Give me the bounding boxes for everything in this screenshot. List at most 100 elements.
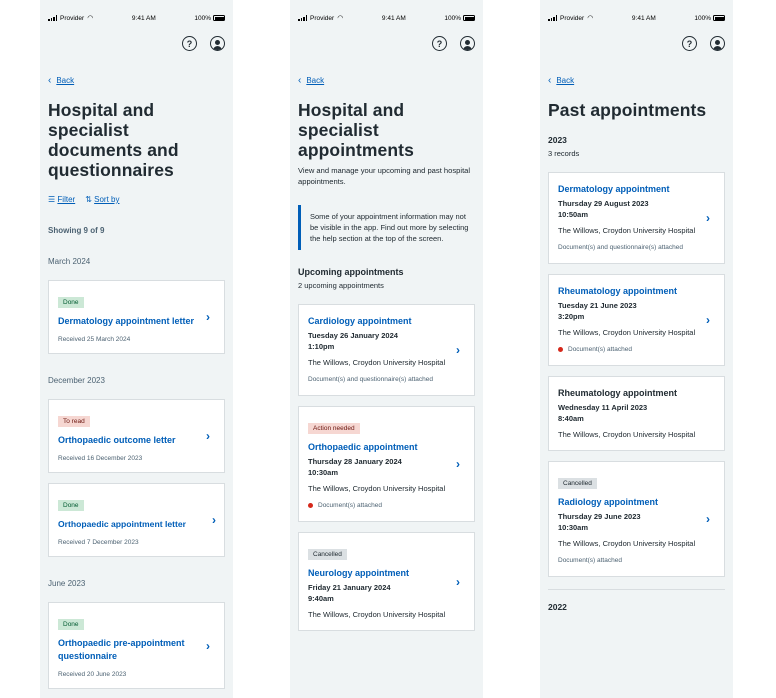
chevron-right-icon: › bbox=[206, 638, 210, 653]
status-badge: Cancelled bbox=[558, 478, 597, 489]
appointment-title: Neurology appointment bbox=[308, 568, 409, 578]
documents-screen: Provider ◠ 9:41 AM 100% ? ‹ Back Hospita… bbox=[40, 0, 233, 698]
inset-text: Some of your appointment information may… bbox=[298, 205, 475, 250]
appointment-title: Rheumatology appointment bbox=[558, 388, 677, 398]
appointment-location: The Willows, Croydon University Hospital bbox=[558, 328, 696, 337]
appointment-time: 3:20pm bbox=[558, 312, 585, 321]
appointment-date: Thursday 29 June 2023 bbox=[558, 512, 641, 521]
help-icon[interactable]: ? bbox=[182, 36, 197, 51]
appointment-card[interactable]: Cancelled Radiology appointment Thursday… bbox=[548, 461, 725, 577]
status-badge: Done bbox=[58, 500, 84, 511]
appointment-time: 10:30am bbox=[308, 468, 339, 477]
chevron-right-icon: › bbox=[706, 211, 710, 225]
appointment-location: The Willows, Croydon University Hospital bbox=[308, 358, 446, 367]
status-badge: Done bbox=[58, 619, 84, 630]
appointment-time: 10:50am bbox=[558, 210, 589, 219]
appointments-screen: Provider ◠ 9:41 AM 100% ? ‹ Back Hospita… bbox=[290, 0, 483, 698]
appointment-time: 9:40am bbox=[308, 594, 334, 603]
wifi-icon: ◠ bbox=[87, 15, 94, 22]
carrier-label: Provider bbox=[310, 14, 335, 22]
appointment-location: The Willows, Croydon University Hospital bbox=[308, 484, 446, 493]
appointment-date: Tuesday 21 June 2023 bbox=[558, 301, 637, 310]
filter-icon: ☰ bbox=[48, 195, 56, 204]
divider bbox=[548, 589, 725, 590]
signal-icon bbox=[548, 15, 557, 21]
past-appointments-screen: Provider ◠ 9:41 AM 100% ? ‹ Back Past ap… bbox=[540, 0, 733, 698]
wifi-icon: ◠ bbox=[337, 15, 344, 22]
appointment-time: 10:30am bbox=[558, 523, 589, 532]
sort-button[interactable]: ⇅ Sort by bbox=[85, 195, 120, 204]
page-title: Past appointments bbox=[548, 100, 707, 120]
document-card[interactable]: To read Orthopaedic outcome letter Recei… bbox=[48, 399, 225, 473]
status-bar: Provider ◠ 9:41 AM 100% bbox=[290, 9, 483, 27]
appointment-card[interactable]: Action needed Orthopaedic appointment Th… bbox=[298, 406, 475, 522]
appointment-date: Thursday 28 January 2024 bbox=[308, 457, 402, 466]
back-label: Back bbox=[56, 76, 75, 85]
document-title: Orthopaedic outcome letter bbox=[58, 435, 176, 445]
received-date: Received 16 December 2023 bbox=[58, 455, 143, 462]
appointment-date: Thursday 29 August 2023 bbox=[558, 199, 649, 208]
chevron-left-icon: ‹ bbox=[48, 75, 52, 86]
appointment-card[interactable]: Rheumatology appointment Tuesday 21 June… bbox=[548, 274, 725, 366]
chevron-right-icon: › bbox=[456, 574, 460, 589]
status-badge: To read bbox=[58, 416, 90, 427]
attachment-note: Document(s) attached bbox=[558, 557, 622, 564]
upcoming-count: 2 upcoming appointments bbox=[298, 281, 384, 290]
status-bar: Provider ◠ 9:41 AM 100% bbox=[540, 9, 733, 27]
filter-button[interactable]: ☰ Filter bbox=[48, 195, 76, 204]
appointment-date: Friday 21 January 2024 bbox=[308, 583, 391, 592]
appointment-location: The Willows, Croydon University Hospital bbox=[308, 610, 446, 619]
document-card[interactable]: Done Orthopaedic pre-appointment questio… bbox=[48, 602, 225, 689]
records-count: 3 records bbox=[548, 149, 580, 158]
signal-icon bbox=[298, 15, 307, 21]
document-title: Orthopaedic appointment letter bbox=[58, 519, 186, 529]
battery-icon bbox=[713, 15, 725, 21]
appointment-title: Orthopaedic appointment bbox=[308, 442, 418, 452]
appointment-location: The Willows, Croydon University Hospital bbox=[558, 226, 696, 235]
appointment-time: 1:10pm bbox=[308, 342, 335, 351]
help-icon[interactable]: ? bbox=[682, 36, 697, 51]
profile-icon[interactable] bbox=[710, 36, 725, 51]
document-card[interactable]: Done Orthopaedic appointment letter Rece… bbox=[48, 483, 225, 557]
battery-percent: 100% bbox=[194, 14, 211, 22]
status-badge: Action needed bbox=[308, 423, 360, 434]
back-link[interactable]: ‹ Back bbox=[40, 59, 233, 86]
status-badge: Cancelled bbox=[308, 549, 347, 560]
page-title: Hospital and specialist documents and qu… bbox=[48, 100, 179, 180]
month-heading: June 2023 bbox=[48, 579, 86, 588]
battery-icon bbox=[463, 15, 475, 21]
received-date: Received 7 December 2023 bbox=[58, 539, 139, 546]
page-title: Hospital and specialist appointments bbox=[298, 100, 414, 160]
chevron-right-icon: › bbox=[456, 343, 460, 357]
upcoming-heading: Upcoming appointments bbox=[298, 267, 404, 277]
appointment-time: 8:40am bbox=[558, 414, 584, 423]
sort-icon: ⇅ bbox=[85, 195, 92, 204]
appointment-card[interactable]: Cancelled Neurology appointment Friday 2… bbox=[298, 532, 475, 631]
chevron-right-icon: › bbox=[456, 457, 460, 471]
document-title: Orthopaedic pre-appointment questionnair… bbox=[58, 638, 185, 661]
back-label: Back bbox=[556, 76, 575, 85]
appointment-card[interactable]: Cardiology appointment Tuesday 26 Januar… bbox=[298, 304, 475, 396]
results-count: Showing 9 of 9 bbox=[48, 226, 105, 235]
carrier-label: Provider bbox=[560, 14, 585, 22]
profile-icon[interactable] bbox=[460, 36, 475, 51]
battery-percent: 100% bbox=[444, 14, 461, 22]
chevron-right-icon: › bbox=[206, 429, 210, 443]
year-heading: 2023 bbox=[548, 135, 567, 145]
profile-icon[interactable] bbox=[210, 36, 225, 51]
appointment-card[interactable]: Dermatology appointment Thursday 29 Augu… bbox=[548, 172, 725, 264]
attachment-note: Document(s) attached bbox=[318, 502, 382, 509]
back-link[interactable]: ‹ Back bbox=[290, 59, 483, 86]
clock: 9:41 AM bbox=[381, 14, 406, 22]
back-link[interactable]: ‹ Back bbox=[540, 59, 733, 86]
appointment-date: Tuesday 26 January 2024 bbox=[308, 331, 398, 340]
chevron-right-icon: › bbox=[212, 513, 216, 527]
document-card[interactable]: Done Dermatology appointment letter Rece… bbox=[48, 280, 225, 354]
carrier-label: Provider bbox=[60, 14, 85, 22]
status-badge: Done bbox=[58, 297, 84, 308]
appointment-date: Wednesday 11 April 2023 bbox=[558, 403, 648, 412]
clock: 9:41 AM bbox=[131, 14, 156, 22]
wifi-icon: ◠ bbox=[587, 15, 594, 22]
alert-dot-icon bbox=[558, 346, 563, 352]
help-icon[interactable]: ? bbox=[432, 36, 447, 51]
